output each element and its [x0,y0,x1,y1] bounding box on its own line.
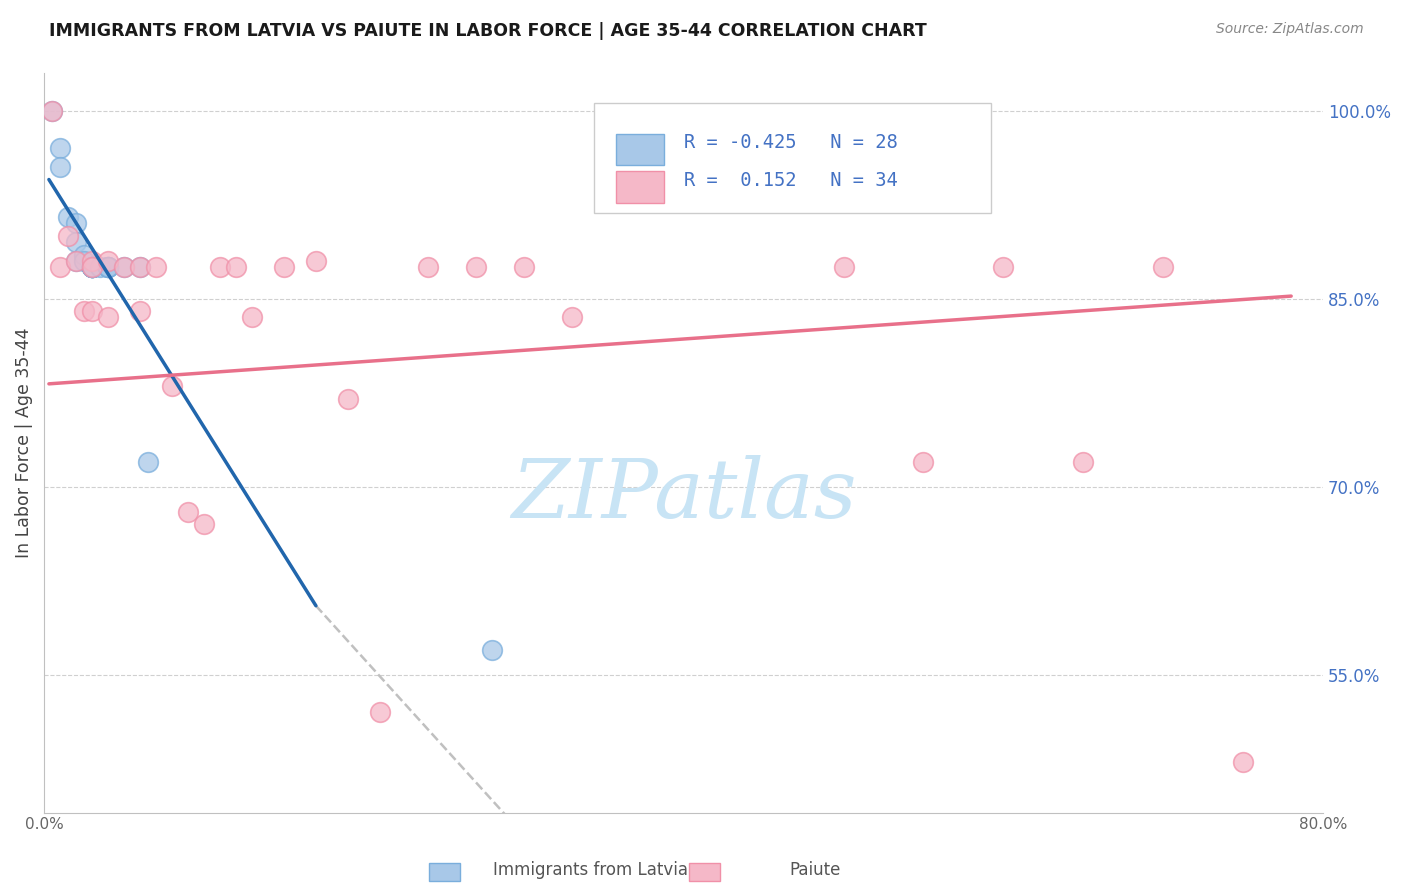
Point [89,260,111,275]
Point [97,260,120,275]
Point [160,379,183,393]
Point [49,160,72,174]
Text: IMMIGRANTS FROM LATVIA VS PAIUTE IN LABOR FORCE | AGE 35-44 CORRELATION CHART: IMMIGRANTS FROM LATVIA VS PAIUTE IN LABO… [49,22,927,40]
Point [97,310,120,325]
Point [912,454,935,468]
Point [112,260,135,275]
Point [80,260,103,275]
Point [56,228,79,243]
Point [993,260,1015,275]
Y-axis label: In Labor Force | Age 35-44: In Labor Force | Age 35-44 [15,327,32,558]
Point [80,260,103,275]
Point [80,260,103,275]
Point [41,103,63,118]
Point [136,454,159,468]
Point [73,254,96,268]
Point [273,260,295,275]
Point [145,260,167,275]
Text: R =  0.152   N = 34: R = 0.152 N = 34 [683,171,897,190]
Point [73,248,96,262]
Point [305,254,328,268]
Point [65,216,87,230]
Point [73,304,96,318]
FancyBboxPatch shape [616,134,665,165]
Point [80,260,103,275]
Point [561,310,583,325]
Point [368,705,391,719]
Point [1152,260,1174,275]
Point [1071,454,1094,468]
Point [97,260,120,275]
FancyBboxPatch shape [595,103,991,213]
Point [65,235,87,250]
Point [1232,756,1254,770]
Point [225,260,247,275]
Point [80,260,103,275]
Point [416,260,439,275]
Point [129,260,152,275]
Point [832,260,855,275]
Point [49,141,72,155]
Point [97,260,120,275]
Point [240,310,263,325]
Point [80,260,103,275]
Point [177,505,200,519]
Point [80,260,103,275]
Point [80,260,103,275]
FancyBboxPatch shape [616,171,665,202]
Point [80,260,103,275]
Point [65,254,87,268]
Point [56,210,79,224]
Point [112,260,135,275]
Text: Immigrants from Latvia: Immigrants from Latvia [494,861,688,879]
Point [481,642,503,657]
Point [80,260,103,275]
Point [49,260,72,275]
Point [208,260,231,275]
Text: Source: ZipAtlas.com: Source: ZipAtlas.com [1216,22,1364,37]
Point [65,254,87,268]
Point [193,517,215,532]
Point [80,254,103,268]
Point [97,254,120,268]
Text: R = -0.425   N = 28: R = -0.425 N = 28 [683,133,897,152]
Point [513,260,536,275]
Text: Paiute: Paiute [790,861,841,879]
Point [336,392,359,406]
Point [97,260,120,275]
Point [80,260,103,275]
Text: ZIPatlas: ZIPatlas [510,455,856,534]
Point [129,260,152,275]
Point [464,260,486,275]
Point [129,304,152,318]
Point [41,103,63,118]
Point [80,304,103,318]
